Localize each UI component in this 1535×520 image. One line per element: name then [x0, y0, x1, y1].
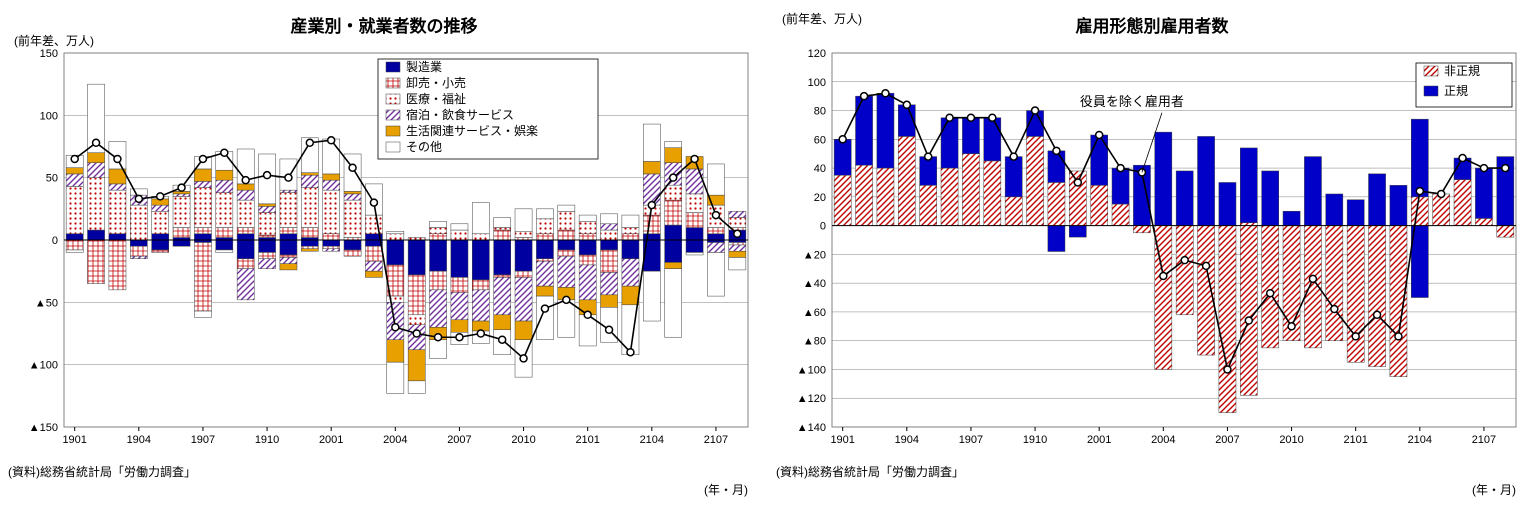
svg-text:2007: 2007: [447, 434, 471, 446]
svg-text:0: 0: [52, 235, 58, 247]
svg-text:100: 100: [808, 77, 826, 89]
left-y-label: (前年差、万人): [14, 32, 94, 49]
svg-text:その他: その他: [406, 140, 442, 154]
svg-text:▲60: ▲60: [803, 307, 826, 319]
svg-text:2010: 2010: [511, 434, 535, 446]
svg-text:2010: 2010: [1279, 434, 1303, 446]
svg-text:2001: 2001: [319, 434, 343, 446]
svg-text:▲20: ▲20: [803, 249, 826, 261]
svg-text:役員を除く雇用者: 役員を除く雇用者: [1080, 94, 1184, 109]
svg-text:▲40: ▲40: [803, 278, 826, 290]
svg-text:▲80: ▲80: [803, 336, 826, 348]
svg-text:▲120: ▲120: [797, 393, 826, 405]
svg-text:非正規: 非正規: [1444, 63, 1480, 78]
svg-text:0: 0: [820, 221, 826, 233]
svg-text:1907: 1907: [959, 434, 983, 446]
svg-text:120: 120: [808, 48, 826, 60]
svg-text:80: 80: [814, 106, 826, 118]
svg-text:2001: 2001: [1087, 434, 1111, 446]
svg-text:1907: 1907: [191, 434, 215, 446]
right-x-label: (年・月): [1472, 481, 1516, 498]
svg-text:製造業: 製造業: [406, 60, 442, 74]
right-y-label: (前年差、万人): [782, 10, 862, 27]
svg-text:50: 50: [46, 173, 58, 185]
left-x-label: (年・月): [704, 481, 748, 498]
svg-text:2104: 2104: [640, 434, 664, 446]
svg-text:▲140: ▲140: [797, 422, 826, 434]
svg-text:1910: 1910: [1023, 434, 1047, 446]
right-chart: ▲140 ▲120 ▲100 ▲80 ▲60 ▲40 ▲20 0 20 40 60 80 100 120 1…: [776, 41, 1528, 461]
svg-text:卸売・小売: 卸売・小売: [406, 75, 466, 90]
svg-text:150: 150: [40, 48, 58, 60]
svg-text:2101: 2101: [1343, 434, 1367, 446]
charts-container: (前年差、万人) 産業別・就業者数の推移 ▲150 ▲100 ▲50 0 50 100 15…: [0, 0, 1535, 520]
svg-text:2004: 2004: [1151, 434, 1175, 446]
svg-text:2007: 2007: [1215, 434, 1239, 446]
right-panel: (前年差、万人) 雇用形態別雇用者数 ▲140 ▲120 ▲100 ▲80 ▲60 ▲40…: [768, 0, 1535, 520]
svg-text:1904: 1904: [127, 434, 151, 446]
svg-text:2104: 2104: [1408, 434, 1432, 446]
svg-text:▲150: ▲150: [29, 422, 58, 434]
svg-text:▲50: ▲50: [35, 297, 58, 309]
svg-text:100: 100: [40, 110, 58, 122]
svg-text:2107: 2107: [704, 434, 728, 446]
right-source: (資料)総務省統計局「労働力調査」: [776, 463, 1528, 480]
svg-text:医療・福祉: 医療・福祉: [406, 91, 466, 106]
svg-text:60: 60: [814, 134, 826, 146]
right-title: 雇用形態別雇用者数: [776, 12, 1528, 37]
left-source: (資料)総務省統計局「労働力調査」: [8, 463, 760, 480]
svg-text:1901: 1901: [62, 434, 86, 446]
svg-text:正規: 正規: [1444, 83, 1468, 98]
svg-text:2101: 2101: [575, 434, 599, 446]
svg-text:2004: 2004: [383, 434, 407, 446]
left-chart: ▲150 ▲100 ▲50 0 50 100 150 1901 1904 1907 1910 2001…: [8, 41, 760, 461]
svg-text:1901: 1901: [830, 434, 854, 446]
left-panel: (前年差、万人) 産業別・就業者数の推移 ▲150 ▲100 ▲50 0 50 100 15…: [0, 0, 768, 520]
svg-text:40: 40: [814, 163, 826, 175]
svg-text:1910: 1910: [255, 434, 279, 446]
svg-text:2107: 2107: [1472, 434, 1496, 446]
svg-text:1904: 1904: [895, 434, 919, 446]
svg-text:▲100: ▲100: [29, 360, 58, 372]
svg-text:生活関連サービス・娯楽: 生活関連サービス・娯楽: [406, 124, 538, 138]
svg-text:20: 20: [814, 192, 826, 204]
svg-text:▲100: ▲100: [797, 364, 826, 376]
svg-text:宿泊・飲食サービス: 宿泊・飲食サービス: [406, 107, 514, 122]
left-title: 産業別・就業者数の推移: [8, 12, 760, 37]
